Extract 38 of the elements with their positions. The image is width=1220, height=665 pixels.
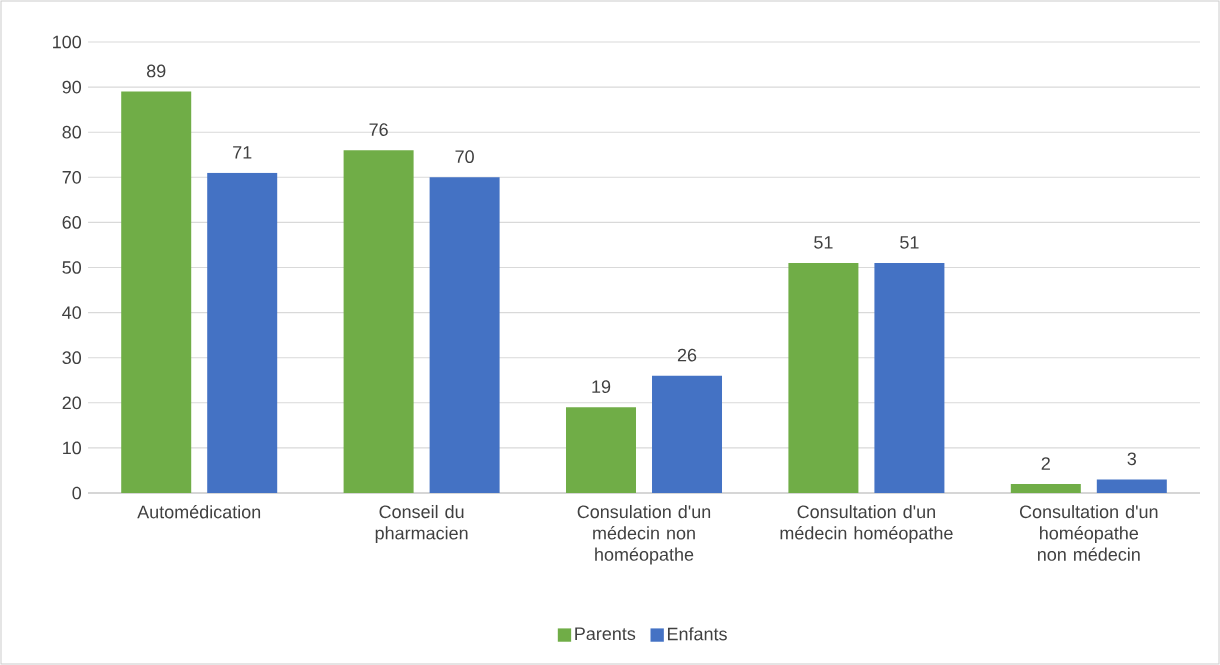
y-tick-label: 10 (63, 441, 82, 455)
bar (121, 91, 192, 493)
data-label: 26 (677, 348, 697, 362)
data-label: 51 (900, 236, 919, 249)
x-tick-label: Consulation d'un médecin non homéopathe (577, 504, 711, 565)
y-tick-label: 90 (62, 80, 82, 94)
data-label: 3 (1127, 452, 1137, 466)
y-tick-label: 100 (53, 35, 82, 49)
data-label: 71 (233, 146, 252, 159)
bar (652, 375, 723, 493)
bar (1010, 483, 1081, 493)
legend-label: Enfants (667, 627, 727, 641)
data-label: 89 (146, 64, 166, 78)
data-label: 2 (1041, 457, 1050, 470)
y-tick-label: 30 (62, 351, 82, 365)
y-tick-label: 20 (62, 396, 82, 410)
y-tick-label: 70 (62, 170, 82, 184)
data-label: 19 (592, 380, 611, 394)
data-label: 76 (369, 123, 388, 136)
y-tick-label: 50 (62, 261, 82, 274)
bar (1096, 479, 1167, 493)
bar (429, 177, 500, 493)
bar (207, 172, 278, 493)
data-label: 70 (455, 150, 474, 164)
bar (566, 407, 637, 493)
y-tick-label: 0 (72, 486, 82, 500)
bar (788, 262, 859, 493)
y-tick-label: 40 (62, 306, 82, 319)
bar (874, 262, 945, 493)
y-tick-label: 60 (62, 216, 82, 229)
x-tick-label: Automédication (137, 504, 261, 519)
legend-label: Parents (575, 627, 636, 641)
y-tick-label: 80 (62, 125, 82, 139)
x-tick-label: Consultation d'un médecin homéopathe (780, 504, 953, 544)
x-tick-label: Consultation d'un homéopathe non médecin (1019, 504, 1158, 561)
bar (343, 150, 414, 493)
x-tick-label: Conseil du pharmacien (375, 504, 468, 544)
data-label: 51 (814, 236, 833, 249)
